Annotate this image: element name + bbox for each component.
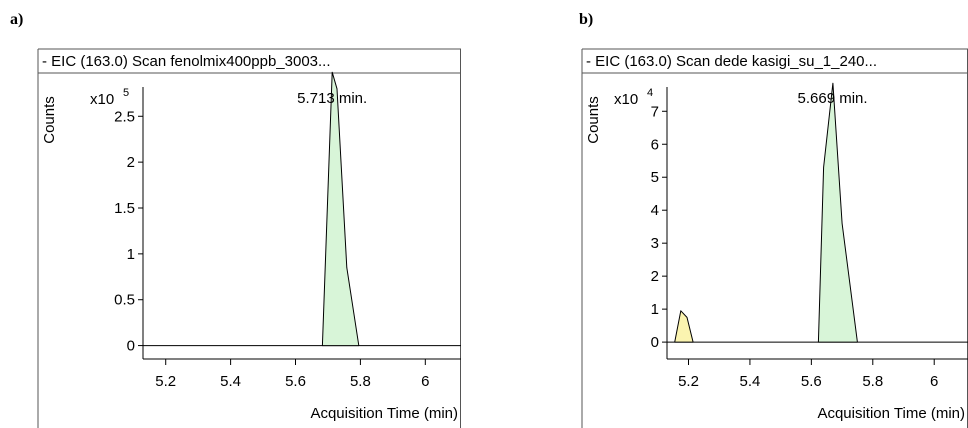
chart-b-ylabel: Counts: [585, 96, 602, 144]
chart-a-ylabel: Counts: [41, 96, 58, 144]
chart-b-title: - EIC (163.0) Scan dede kasigi_su_1_240.…: [586, 53, 877, 70]
chart-a-title: - EIC (163.0) Scan fenolmix400ppb_3003..…: [42, 53, 331, 70]
panel-label-b: b): [579, 11, 594, 28]
chart-b-peak-0: [674, 310, 694, 343]
chart-b-xlabel: Acquisition Time (min): [817, 405, 965, 422]
chart-b-y-tick-label: 7: [651, 103, 659, 120]
chart-b-y-tick-label: 5: [651, 169, 659, 186]
chart-b-y-tick-label: 0: [651, 334, 659, 351]
chart-a-y-tick-label: 1.5: [114, 200, 135, 217]
chart-b-x-tick-label: 5.6: [801, 373, 822, 390]
chart-a-x-tick-label: 5.6: [285, 373, 306, 390]
chart-b-y-exponent: 4: [647, 87, 653, 99]
chart-a-x-tick-label: 6: [421, 373, 429, 390]
chart-b-x-tick-label: 5.2: [678, 373, 699, 390]
chart-b-x-tick-label: 5.8: [862, 373, 883, 390]
chart-a-peak-0: [321, 71, 360, 347]
chart-a-x-tick-label: 5.4: [220, 373, 241, 390]
chart-b-y-tick-label: 4: [651, 202, 659, 219]
panel-label-a: a): [10, 11, 24, 28]
chart-b-x-tick-label: 6: [930, 373, 938, 390]
chart-a-y-tick-label: 0: [127, 338, 135, 355]
chart-b-y-tick-label: 3: [651, 235, 659, 252]
chart-a-y-exponent: 5: [123, 87, 129, 99]
chart-b-x-tick-label: 5.4: [739, 373, 760, 390]
chart-a-y-tick-label: 0.5: [114, 292, 135, 309]
chart-b-peak-label: 5.669 min.: [798, 90, 868, 107]
chart-a-peak-label: 5.713 min.: [297, 90, 367, 107]
chart-a-y-multiplier: x10: [90, 91, 114, 108]
chart-b-y-tick-label: 1: [651, 301, 659, 318]
chart-a-y-tick-label: 2: [127, 154, 135, 171]
chart-a-y-tick-label: 2.5: [114, 108, 135, 125]
chart-a-y-tick-label: 1: [127, 246, 135, 263]
chart-b-y-tick-label: 6: [651, 136, 659, 153]
chart-a-x-tick-label: 5.2: [155, 373, 176, 390]
chart-b-y-tick-label: 2: [651, 268, 659, 285]
chart-b-y-multiplier: x10: [614, 91, 638, 108]
chart-a-xlabel: Acquisition Time (min): [310, 405, 458, 422]
chart-a-x-tick-label: 5.8: [350, 373, 371, 390]
chart-b-peak-1: [817, 82, 858, 343]
